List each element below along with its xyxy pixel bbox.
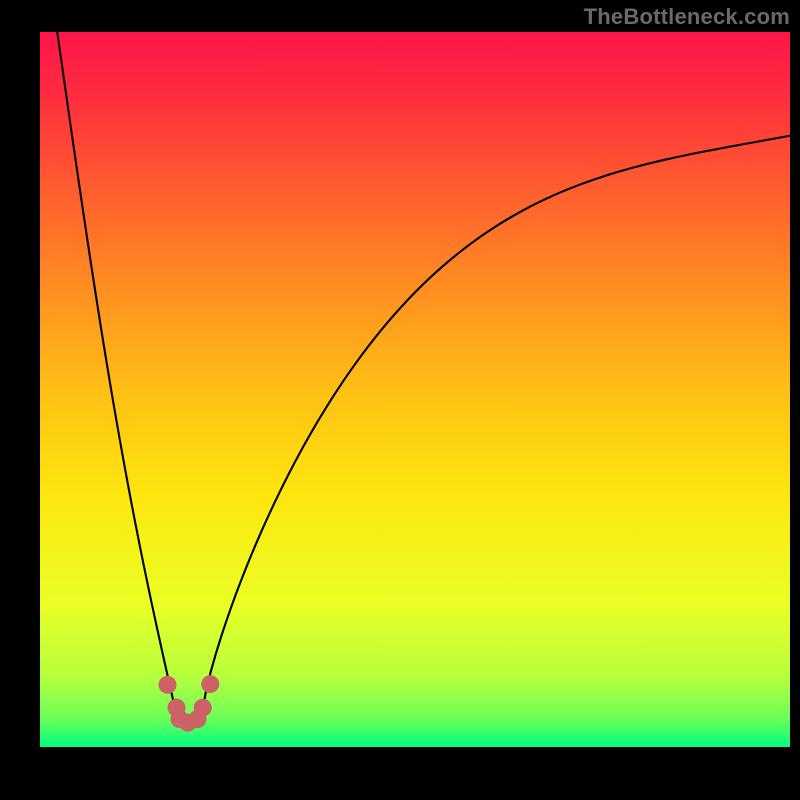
chart-container: TheBottleneck.com [0,0,800,800]
marker-point [159,676,177,694]
watermark-text: TheBottleneck.com [584,4,790,30]
marker-point [201,675,219,693]
plot-background [40,32,790,747]
bottleneck-chart [0,0,800,800]
marker-point [194,699,212,717]
